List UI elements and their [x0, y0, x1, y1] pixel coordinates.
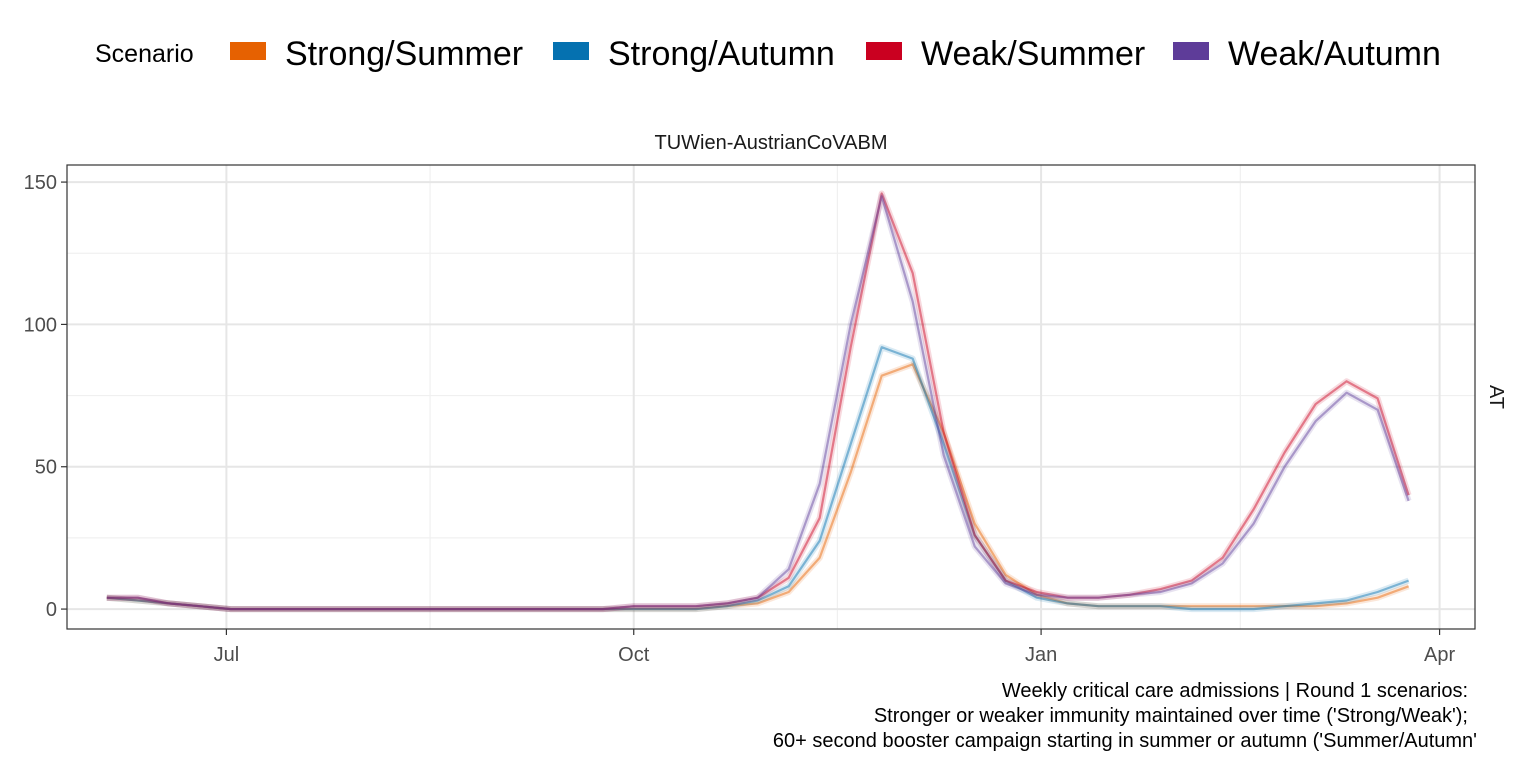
y-tick-label: 100: [24, 314, 57, 336]
series-line-strong-autumn: [106, 346, 1409, 611]
x-tick-label: Jul: [214, 644, 240, 666]
plot-background: [67, 165, 1475, 629]
y-tick-label: 50: [35, 457, 57, 479]
series-halo-strong-autumn: [106, 344, 1410, 613]
legend-title: Scenario: [95, 40, 194, 68]
legend-swatch-strong-summer: [230, 42, 266, 60]
legend-swatch-weak-autumn: [1173, 42, 1209, 60]
y-axis: 0 50 100 150: [24, 172, 67, 621]
data-series: [106, 190, 1412, 613]
series-halo-weak-autumn: [106, 193, 1412, 613]
y-tick-label: 0: [46, 599, 57, 621]
x-tick-label: Apr: [1424, 644, 1455, 666]
series-line-weak-summer: [106, 192, 1410, 611]
caption-line-3: 60+ second booster campaign starting in …: [773, 730, 1477, 752]
legend-swatch-strong-autumn: [553, 42, 589, 60]
legend-swatch-weak-summer: [866, 42, 902, 60]
x-axis: Jul Oct Jan Apr: [214, 629, 1455, 666]
series-halo-weak-summer: [106, 190, 1412, 613]
facet-title: TUWien-AustrianCoVABM: [654, 132, 887, 154]
legend-label-weak-summer: Weak/Summer: [921, 35, 1145, 73]
legend-label-strong-summer: Strong/Summer: [285, 35, 523, 73]
caption: Weekly critical care admissions | Round …: [773, 680, 1477, 752]
legend: Scenario Strong/Summer Strong/Autumn Wea…: [95, 35, 1441, 73]
grid-lines: [67, 165, 1475, 629]
x-tick-label: Jan: [1025, 644, 1057, 666]
caption-line-1: Weekly critical care admissions | Round …: [1002, 680, 1468, 702]
legend-label-weak-autumn: Weak/Autumn: [1228, 35, 1441, 73]
caption-line-2: Stronger or weaker immunity maintained o…: [874, 705, 1468, 727]
strip-label-right: AT: [1485, 385, 1507, 409]
y-tick-label: 150: [24, 172, 57, 194]
series-halo-strong-summer: [106, 361, 1410, 613]
x-tick-label: Oct: [618, 644, 650, 666]
plot-border: [66, 164, 1476, 630]
legend-label-strong-autumn: Strong/Autumn: [608, 35, 835, 73]
series-line-weak-autumn: [106, 195, 1410, 611]
series-line-strong-summer: [106, 363, 1409, 611]
